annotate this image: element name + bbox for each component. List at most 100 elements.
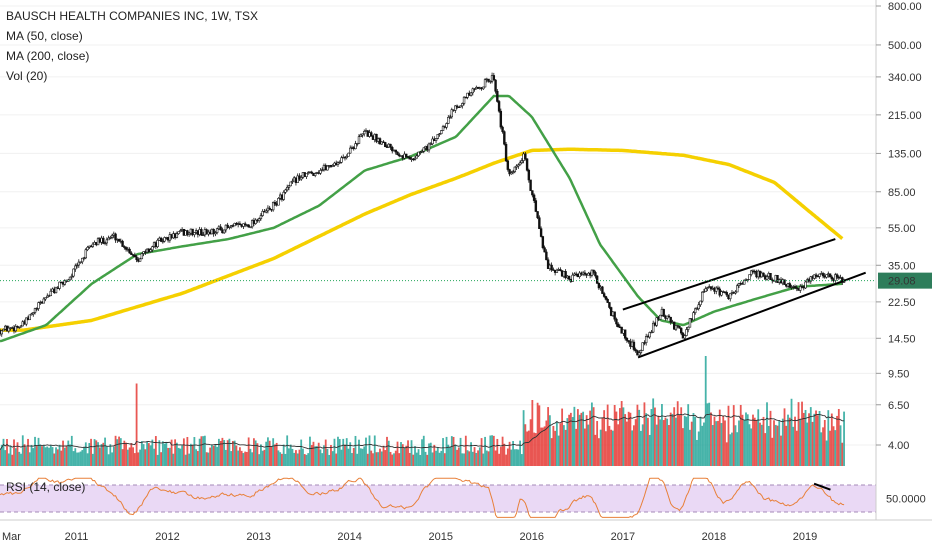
volume-bar	[445, 436, 448, 466]
volume-bar	[818, 411, 821, 466]
volume-bar	[760, 424, 763, 466]
volume-bar	[88, 442, 91, 466]
candle-body	[179, 230, 182, 232]
volume-bar	[647, 417, 649, 466]
volume-bar	[63, 447, 66, 466]
candle-body	[70, 275, 73, 278]
candle-body	[102, 237, 105, 244]
volume-bar	[433, 444, 436, 466]
volume-bar	[837, 408, 840, 466]
volume-bar	[345, 438, 348, 466]
volume-bar	[576, 409, 579, 466]
volume-bar	[682, 428, 684, 466]
volume-bar	[263, 449, 266, 466]
candle-body	[0, 330, 3, 335]
volume-bar	[683, 415, 686, 466]
price-axis[interactable]: 800.00 500.00 340.00 215.00 135.00 85.00 55.00…	[875, 0, 922, 520]
candle-body	[105, 239, 109, 244]
volume-bar	[729, 434, 732, 466]
volume-bar	[475, 452, 478, 466]
candle-body	[496, 90, 499, 102]
volume-bar	[654, 407, 656, 466]
volume-bar	[762, 416, 765, 466]
rsi-legend[interactable]: RSI (14, close)	[6, 480, 86, 494]
volume-bar	[401, 444, 404, 466]
volume-bar	[324, 439, 327, 466]
volume-bar	[839, 425, 842, 466]
volume-bar	[310, 445, 313, 466]
symbol-title[interactable]: BAUSCH HEALTH COMPANIES INC, 1W, TSX	[6, 9, 259, 23]
candle-body	[396, 151, 399, 155]
volume-bar	[559, 423, 562, 466]
volume-bar	[774, 424, 777, 466]
time-start-label: Mar	[2, 531, 21, 543]
volume-bar	[503, 443, 506, 466]
ma50-legend[interactable]: MA (50, close)	[6, 29, 83, 43]
volume-bar	[597, 438, 600, 466]
volume-bar	[95, 440, 98, 466]
volume-bar	[757, 409, 760, 466]
volume-bar	[459, 437, 462, 466]
last-price-line: 29.08	[0, 272, 932, 289]
volume-bar	[403, 447, 406, 466]
volume-bar	[303, 454, 306, 466]
ma200-legend[interactable]: MA (200, close)	[6, 49, 90, 63]
volume-bar	[557, 435, 560, 466]
candle-body	[743, 279, 746, 285]
candle-body	[63, 280, 66, 285]
candle-body	[483, 79, 487, 88]
volume-bar	[659, 419, 662, 466]
candle-body	[205, 229, 208, 235]
volume-bar	[13, 439, 15, 466]
volume-bar	[524, 424, 527, 466]
candle-body	[54, 287, 58, 294]
candle-body	[518, 162, 522, 166]
time-axis[interactable]: Mar 2011 2012 2013 2014 2015 2016 2017 2018 2019	[0, 519, 932, 543]
volume-bar	[706, 403, 709, 466]
volume-bar	[669, 412, 672, 466]
volume-bar	[699, 416, 702, 466]
volume-bar	[631, 430, 634, 466]
volume-bar	[575, 428, 578, 466]
volume-bar	[520, 454, 523, 466]
candle-body	[685, 329, 688, 336]
candle-body	[282, 191, 285, 200]
year-label-2017: 2017	[611, 531, 635, 543]
volume-bar	[319, 449, 322, 466]
volume-bar	[25, 447, 28, 466]
volume-bar	[109, 444, 112, 466]
volume-bar	[466, 450, 469, 466]
volume-bar	[552, 425, 555, 466]
volume-bar	[331, 451, 334, 466]
volume-bar	[98, 447, 101, 466]
volume-legend[interactable]: Vol (20)	[6, 69, 48, 83]
volume-bar	[710, 412, 712, 466]
candle-body	[420, 151, 424, 153]
volume-bar	[191, 444, 194, 466]
price-tick-label: 340.00	[888, 72, 922, 84]
candle-body	[602, 293, 606, 297]
volume-bar	[640, 430, 642, 466]
candle-body	[538, 217, 541, 229]
volume-bar	[373, 435, 376, 466]
volume-bar	[610, 429, 613, 466]
volume-bar	[547, 407, 550, 466]
candle-body	[149, 249, 152, 252]
candle-body	[264, 210, 268, 213]
candle-body	[578, 272, 581, 277]
volume-bar	[317, 442, 320, 466]
candle-body	[77, 261, 81, 266]
candle-body	[529, 179, 532, 191]
volume-bar	[349, 442, 352, 466]
candle-body	[799, 286, 802, 291]
volume-bar	[555, 421, 558, 466]
candle-body	[434, 138, 438, 142]
volume-bar	[438, 452, 441, 466]
volume-bar	[419, 454, 422, 466]
candle-body	[508, 169, 511, 175]
volume-ma-path	[0, 413, 845, 451]
candle-body	[161, 240, 165, 243]
candle-body	[384, 142, 387, 148]
volume-bar	[2, 438, 5, 466]
volume-bar	[237, 450, 240, 466]
